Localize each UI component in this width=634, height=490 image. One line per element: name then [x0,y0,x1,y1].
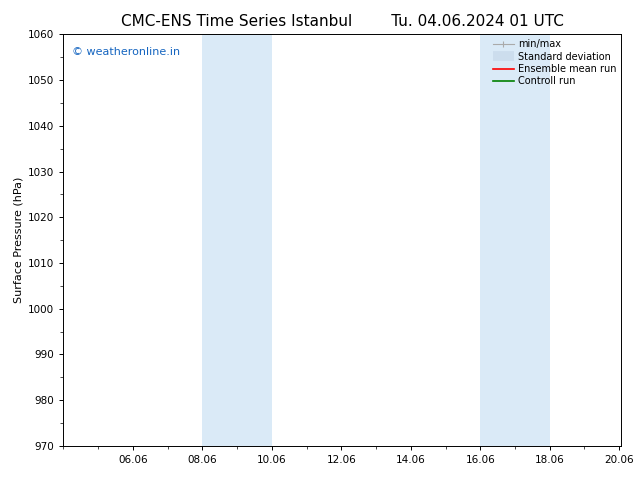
Bar [202,34,272,446]
Bar [481,34,550,446]
Y-axis label: Surface Pressure (hPa): Surface Pressure (hPa) [14,177,24,303]
Legend: min/max, Standard deviation, Ensemble mean run, Controll run: min/max, Standard deviation, Ensemble me… [491,37,618,88]
Text: © weatheronline.in: © weatheronline.in [72,47,180,57]
Title: CMC-ENS Time Series Istanbul        Tu. 04.06.2024 01 UTC: CMC-ENS Time Series Istanbul Tu. 04.06.2… [121,14,564,29]
